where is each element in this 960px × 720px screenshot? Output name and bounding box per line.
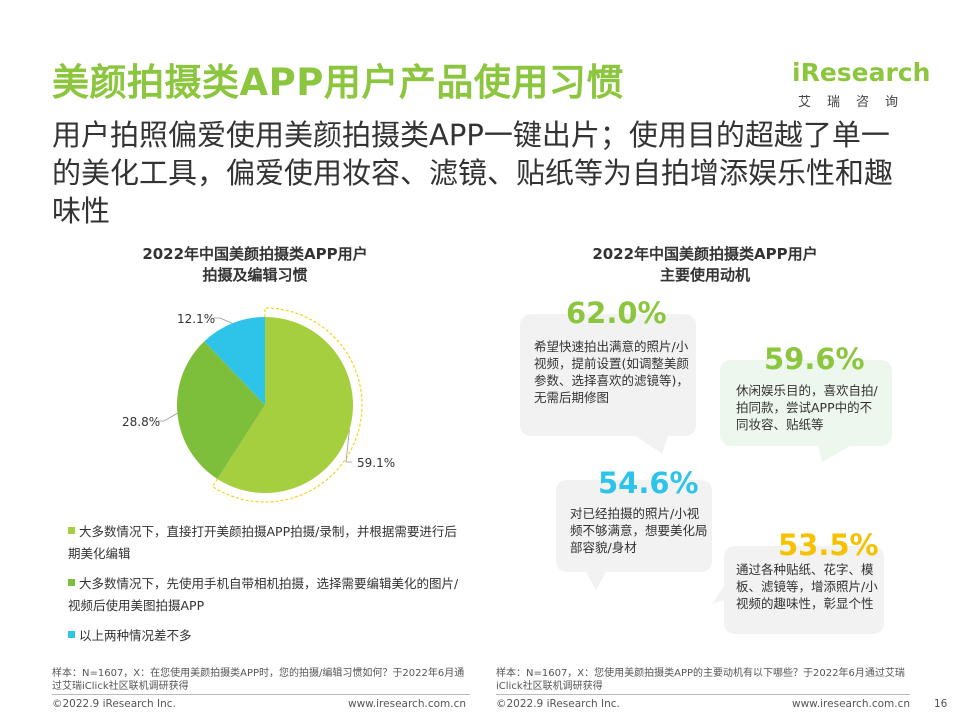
bubble-shape-4 — [712, 546, 884, 634]
right-chart-title-line2: 主要使用动机 — [659, 266, 750, 284]
left-chart-title-line2: 拍摄及编辑习惯 — [202, 266, 308, 284]
legend-swatch-direct — [68, 527, 75, 534]
pie-label-camera-first: 28.8% — [122, 415, 161, 429]
motive-3-percent: 54.6% — [598, 466, 699, 500]
legend-swatch-similar — [68, 631, 75, 638]
right-chart-title-line1: 2022年中国美颜拍摄类APP用户 — [592, 245, 818, 263]
bubble-shape-2 — [720, 360, 892, 462]
footer-url-right: www.iresearch.com.cn — [792, 698, 911, 710]
leader-line-similar — [214, 317, 233, 324]
motive-1-text: 希望快速拍出满意的照片/小视频，提前设置(如调整美颜参数、选择喜欢的滤镜等)，无… — [534, 339, 689, 405]
page-subtitle: 用户拍照偏爱使用美颜拍摄类APP一键出片；使用目的超越了单一的美化工具，偏爱使用… — [52, 118, 894, 228]
page-title: 美颜拍摄类APP用户产品使用习惯 — [52, 61, 624, 104]
motive-2-percent: 59.6% — [764, 342, 865, 376]
bubble-shape-1 — [520, 314, 696, 454]
leader-line-camera-first — [158, 412, 178, 422]
motive-3-text: 对已经拍摄的照片/小视频不够满意，想要美化局部容貌/身材 — [570, 506, 708, 555]
legend-text-direct: 大多数情况下，直接打开美颜拍摄APP拍摄/录制，并根据需要进行后期美化编辑 — [68, 524, 457, 561]
footer-copyright-left: ©2022.9 iResearch Inc. — [52, 698, 176, 710]
pie-label-direct: 59.1% — [357, 456, 396, 470]
footer-rule-left — [52, 694, 470, 695]
motive-4-text: 通过各种贴纸、花字、模板、滤镜等，增添照片/小视频的趣味性，彰显个性 — [736, 562, 878, 611]
pie-slice-similar — [204, 317, 265, 405]
motive-2-text: 休闲娱乐目的，喜欢自拍/拍同款，尝试APP中的不同妆容、贴纸等 — [736, 383, 878, 432]
pie-slice-camera-first — [177, 341, 265, 480]
leader-line-direct — [345, 429, 352, 463]
footer-copyright-right: ©2022.9 iResearch Inc. — [496, 698, 620, 710]
footer-rule-right — [496, 694, 910, 695]
left-chart-title-line1: 2022年中国美颜拍摄类APP用户 — [142, 245, 368, 263]
bubble-shape-3 — [556, 480, 712, 590]
footer-url-left: www.iresearch.com.cn — [348, 698, 467, 710]
legend-item-direct: 大多数情况下，直接打开美颜拍摄APP拍摄/录制，并根据需要进行后期美化编辑 — [68, 521, 468, 565]
page-number: 16 — [934, 698, 948, 710]
legend-item-similar: 以上两种情况差不多 — [68, 625, 468, 647]
legend-text-similar: 以上两种情况差不多 — [79, 628, 192, 643]
legend-text-camera-first: 大多数情况下，先使用手机自带相机拍摄，选择需要编辑美化的图片/视频后使用美图拍摄… — [68, 576, 459, 613]
logo-wordmark: iResearch — [792, 58, 931, 87]
legend-item-camera-first: 大多数情况下，先使用手机自带相机拍摄，选择需要编辑美化的图片/视频后使用美图拍摄… — [68, 573, 468, 617]
motive-4-percent: 53.5% — [778, 528, 879, 562]
right-chart-title: 2022年中国美颜拍摄类APP用户 主要使用动机 — [540, 244, 870, 286]
right-chart-note: 样本：N=1607，X：您使用美颜拍摄类APP的主要动机有以下哪些？于2022年… — [496, 668, 905, 692]
left-chart-title: 2022年中国美颜拍摄类APP用户 拍摄及编辑习惯 — [90, 244, 420, 286]
iresearch-logo: iResearch 艾瑞咨询 — [792, 58, 930, 110]
left-chart-note: 样本：N=1607，X：在您使用美颜拍摄类APP时，您的拍摄/编辑习惯如何？于2… — [52, 668, 465, 692]
pie-label-similar: 12.1% — [177, 312, 216, 326]
pie-slice-direct — [217, 317, 353, 493]
motive-1-percent: 62.0% — [566, 296, 667, 330]
legend-swatch-camera-first — [68, 579, 75, 586]
logo-chinese: 艾瑞咨询 — [798, 95, 915, 110]
